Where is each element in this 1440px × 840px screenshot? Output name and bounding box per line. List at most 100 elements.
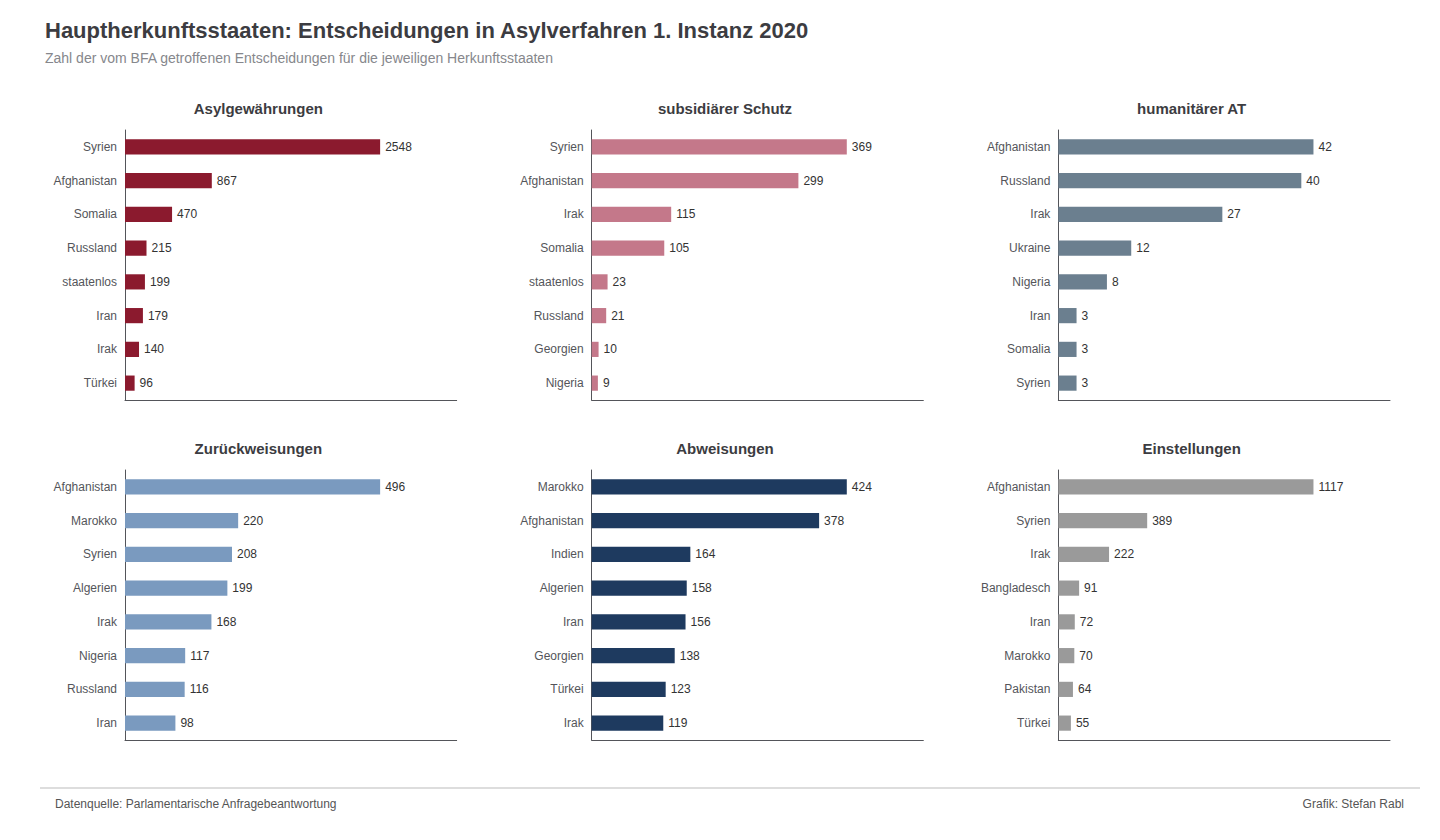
svg-text:91: 91 [1084,581,1098,595]
svg-text:55: 55 [1076,716,1090,730]
svg-text:2548: 2548 [385,140,412,154]
svg-text:23: 23 [613,275,627,289]
svg-text:Grafik: Stefan Rabl: Grafik: Stefan Rabl [1303,797,1404,811]
svg-text:208: 208 [237,547,257,561]
svg-text:98: 98 [180,716,194,730]
svg-text:117: 117 [190,649,209,663]
svg-text:369: 369 [852,140,872,154]
svg-text:Iran: Iran [563,615,584,629]
svg-text:Irak: Irak [97,615,118,629]
svg-text:158: 158 [692,581,712,595]
svg-text:299: 299 [803,174,823,188]
svg-text:Hauptherkunftsstaaten: Entsche: Hauptherkunftsstaaten: Entscheidungen in… [45,18,808,43]
svg-text:Datenquelle: Parlamentarische: Datenquelle: Parlamentarische Anfragebea… [55,797,337,811]
svg-text:21: 21 [611,309,625,323]
svg-text:867: 867 [217,174,237,188]
svg-text:378: 378 [824,514,844,528]
svg-text:Iran: Iran [1030,615,1051,629]
svg-text:496: 496 [385,480,405,494]
svg-text:3: 3 [1082,309,1089,323]
svg-text:humanitärer AT: humanitärer AT [1137,100,1246,117]
svg-text:Afghanistan: Afghanistan [520,174,583,188]
svg-text:Abweisungen: Abweisungen [676,440,774,457]
svg-text:140: 140 [144,342,164,356]
svg-text:105: 105 [669,241,689,255]
svg-text:staatenlos: staatenlos [529,275,584,289]
svg-text:27: 27 [1227,207,1241,221]
svg-text:Einstellungen: Einstellungen [1142,440,1240,457]
svg-text:199: 199 [150,275,170,289]
svg-text:Marokko: Marokko [538,480,584,494]
svg-text:Russland: Russland [1000,174,1050,188]
svg-text:Afghanistan: Afghanistan [987,140,1050,154]
svg-text:Iran: Iran [96,309,117,323]
svg-text:222: 222 [1114,547,1134,561]
svg-text:Georgien: Georgien [534,342,583,356]
svg-text:Syrien: Syrien [550,140,584,154]
svg-text:Nigeria: Nigeria [1012,275,1050,289]
svg-text:220: 220 [243,514,263,528]
svg-text:Bangladesch: Bangladesch [981,581,1050,595]
svg-text:164: 164 [695,547,715,561]
svg-text:Algerien: Algerien [540,581,584,595]
svg-text:Russland: Russland [67,682,117,696]
svg-text:Marokko: Marokko [1004,649,1050,663]
svg-text:Ukraine: Ukraine [1009,241,1051,255]
svg-text:Syrien: Syrien [83,547,117,561]
svg-text:Somalia: Somalia [74,207,118,221]
svg-text:115: 115 [676,207,695,221]
svg-text:Russland: Russland [67,241,117,255]
svg-text:staatenlos: staatenlos [62,275,117,289]
svg-text:12: 12 [1136,241,1150,255]
svg-text:Syrien: Syrien [1016,514,1050,528]
svg-text:119: 119 [668,716,687,730]
svg-text:64: 64 [1078,682,1092,696]
svg-text:10: 10 [604,342,618,356]
svg-text:116: 116 [190,682,209,696]
svg-text:subsidiärer Schutz: subsidiärer Schutz [658,100,792,117]
svg-text:Irak: Irak [1030,207,1051,221]
svg-text:Iran: Iran [1030,309,1051,323]
svg-text:96: 96 [140,376,154,390]
svg-text:Georgien: Georgien [534,649,583,663]
svg-text:Nigeria: Nigeria [79,649,117,663]
svg-text:Irak: Irak [1030,547,1051,561]
svg-text:9: 9 [603,376,610,390]
svg-text:Türkei: Türkei [84,376,117,390]
svg-text:215: 215 [152,241,172,255]
svg-text:Türkei: Türkei [1017,716,1050,730]
svg-text:Indien: Indien [551,547,584,561]
svg-text:40: 40 [1306,174,1320,188]
svg-text:72: 72 [1080,615,1094,629]
svg-text:123: 123 [671,682,691,696]
svg-text:Zurückweisungen: Zurückweisungen [195,440,323,457]
svg-text:Algerien: Algerien [73,581,117,595]
svg-text:Somalia: Somalia [1007,342,1051,356]
svg-text:70: 70 [1079,649,1093,663]
svg-text:Afghanistan: Afghanistan [987,480,1050,494]
svg-text:Nigeria: Nigeria [546,376,584,390]
svg-text:Somalia: Somalia [540,241,584,255]
svg-text:Marokko: Marokko [71,514,117,528]
svg-text:Syrien: Syrien [1016,376,1050,390]
svg-text:Asylgewährungen: Asylgewährungen [194,100,323,117]
svg-text:Irak: Irak [564,207,585,221]
svg-text:424: 424 [852,480,872,494]
svg-text:470: 470 [177,207,197,221]
svg-text:389: 389 [1152,514,1172,528]
svg-text:156: 156 [691,615,711,629]
svg-text:3: 3 [1082,376,1089,390]
svg-text:Irak: Irak [564,716,585,730]
svg-text:Afghanistan: Afghanistan [54,174,117,188]
svg-text:199: 199 [232,581,252,595]
svg-text:1117: 1117 [1318,480,1343,494]
svg-text:3: 3 [1082,342,1089,356]
svg-text:Türkei: Türkei [550,682,583,696]
svg-text:179: 179 [148,309,168,323]
svg-text:Iran: Iran [96,716,117,730]
svg-text:Pakistan: Pakistan [1004,682,1050,696]
svg-text:138: 138 [680,649,700,663]
svg-text:Zahl der vom BFA getroffenen E: Zahl der vom BFA getroffenen Entscheidun… [45,50,553,66]
svg-text:Irak: Irak [97,342,118,356]
svg-text:8: 8 [1112,275,1119,289]
